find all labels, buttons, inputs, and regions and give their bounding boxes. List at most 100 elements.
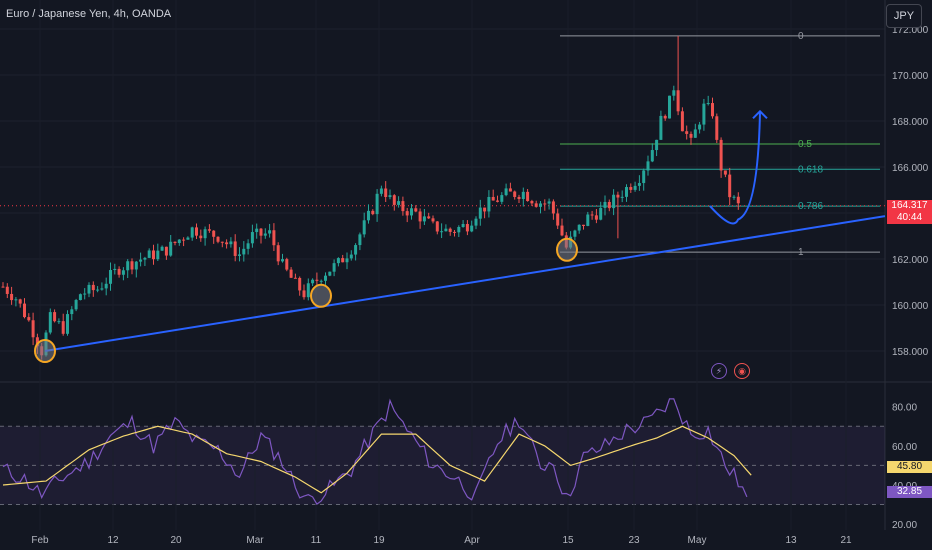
candle-body <box>225 242 228 244</box>
candle-body <box>320 281 323 282</box>
candle-body <box>53 312 56 321</box>
candle-body <box>277 245 280 261</box>
candle-body <box>161 247 164 251</box>
candle-body <box>518 197 521 199</box>
candle-body <box>148 250 151 257</box>
candle-body <box>367 211 370 220</box>
candle-body <box>298 278 301 290</box>
candle-body <box>509 188 512 191</box>
candle-body <box>122 270 125 274</box>
candle-body <box>268 230 271 233</box>
fib-level-label: 0.786 <box>798 201 823 212</box>
candle-body <box>156 251 159 260</box>
candle-body <box>625 187 628 197</box>
candle-body <box>440 231 443 232</box>
candle-body <box>178 240 181 243</box>
candle-body <box>539 203 542 206</box>
candle-body <box>586 214 589 225</box>
candle-body <box>204 229 207 238</box>
time-tick-label: 15 <box>562 535 574 546</box>
candle-body <box>621 197 624 198</box>
candle-body <box>608 202 611 208</box>
candle-body <box>629 187 632 190</box>
time-tick-label: 20 <box>170 535 182 546</box>
candle-body <box>487 197 490 211</box>
candle-body <box>169 242 172 256</box>
candle-body <box>634 186 637 190</box>
candle-body <box>423 216 426 221</box>
candle-body <box>556 213 559 225</box>
lightning-icon[interactable]: ⚡ <box>711 363 727 379</box>
candle-body <box>410 208 413 215</box>
candle-body <box>530 201 533 203</box>
candle-body <box>139 260 142 262</box>
candle-body <box>543 203 546 204</box>
candle-body <box>135 262 138 270</box>
candle-body <box>238 254 241 256</box>
candle-body <box>647 161 650 170</box>
candle-body <box>70 309 73 314</box>
currency-button[interactable]: JPY <box>886 4 922 28</box>
candle-body <box>462 224 465 227</box>
candle-body <box>728 175 731 198</box>
candle-body <box>397 201 400 205</box>
candle-body <box>681 111 684 131</box>
candle-body <box>414 208 417 211</box>
candle-body <box>152 250 155 259</box>
candle-body <box>552 201 555 213</box>
candle-body <box>591 214 594 215</box>
candle-body <box>10 294 13 300</box>
fib-level-label: 1 <box>798 247 804 258</box>
candle-body <box>595 215 598 219</box>
candle-body <box>724 170 727 174</box>
candle-body <box>337 258 340 263</box>
current-price-label: 164.317 <box>887 200 932 212</box>
candle-body <box>720 140 723 171</box>
candlestick-series <box>2 36 740 360</box>
countdown-label: 40:44 <box>887 212 932 224</box>
candle-body <box>642 170 645 183</box>
candle-body <box>328 272 331 276</box>
candle-body <box>57 321 60 322</box>
time-tick-label: May <box>688 535 707 546</box>
candle-body <box>109 270 112 284</box>
candle-body <box>315 280 318 281</box>
candle-body <box>535 203 538 206</box>
candle-body <box>496 201 499 202</box>
candle-body <box>92 285 95 290</box>
event-icon[interactable]: ◉ <box>734 363 750 379</box>
candle-body <box>32 320 35 337</box>
candle-body <box>79 294 82 300</box>
candle-body <box>711 103 714 116</box>
candle-body <box>19 299 22 303</box>
candle-body <box>62 321 65 334</box>
candle-body <box>453 232 456 233</box>
candle-body <box>694 129 697 137</box>
price-tick-label: 162.000 <box>892 255 929 266</box>
time-tick-label: 19 <box>373 535 385 546</box>
candle-body <box>475 219 478 226</box>
rsi-panel <box>0 426 885 504</box>
candle-body <box>573 231 576 237</box>
candle-body <box>393 195 396 205</box>
candle-body <box>604 202 607 208</box>
candle-body <box>199 236 202 239</box>
trendline-drawing[interactable] <box>35 111 885 362</box>
price-tick-label: 158.000 <box>892 347 929 358</box>
candle-body <box>66 314 69 334</box>
candle-body <box>401 201 404 211</box>
candle-body <box>733 197 736 198</box>
candle-body <box>341 258 344 262</box>
candle-body <box>479 208 482 219</box>
candle-body <box>470 226 473 232</box>
fibonacci-retracement[interactable]: 0 0.5 0.618 0.786 1 <box>0 31 885 258</box>
candle-body <box>389 195 392 197</box>
candle-body <box>513 192 516 197</box>
price-tick-label: 168.000 <box>892 117 929 128</box>
candle-body <box>436 221 439 231</box>
candle-body <box>221 242 224 243</box>
candle-body <box>113 269 116 270</box>
candle-body <box>234 241 237 256</box>
candle-body <box>23 304 26 317</box>
